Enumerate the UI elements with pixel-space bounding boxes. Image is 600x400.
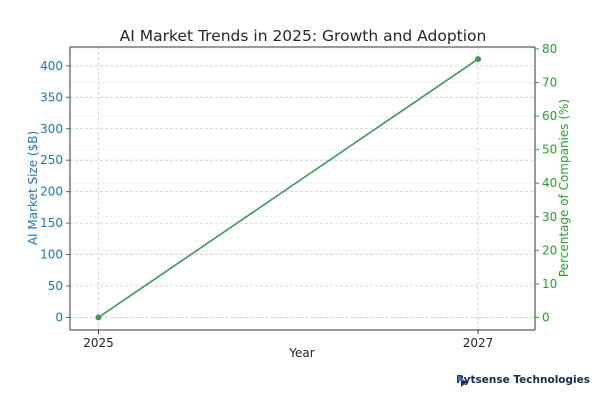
y-axis-right-label: Percentage of Companies (%) <box>557 99 571 277</box>
y-left-tick-label: 350 <box>40 90 63 104</box>
y-right-tick-label: 10 <box>542 277 557 291</box>
y-left-tick-label: 250 <box>40 153 63 167</box>
y-left-tick-label: 400 <box>40 59 63 73</box>
y-right-tick-label: 50 <box>542 143 557 157</box>
y-right-tick-label: 40 <box>542 176 557 190</box>
y-left-tick-label: 150 <box>40 216 63 230</box>
brand-name: Rytsense Technologies <box>456 374 590 386</box>
series-point <box>475 56 482 63</box>
y-right-tick-label: 30 <box>542 210 557 224</box>
y-axis-left-label: AI Market Size ($B) <box>26 131 40 245</box>
x-tick-label: 2027 <box>463 336 494 350</box>
series-point <box>95 314 102 321</box>
y-right-tick-label: 60 <box>542 109 557 123</box>
grid <box>70 47 535 330</box>
y-left-tick-label: 100 <box>40 248 63 262</box>
y-left-tick-label: 0 <box>55 310 63 324</box>
series-group <box>95 56 482 321</box>
rytsense-logo-icon <box>458 375 469 387</box>
y-right-tick-label: 70 <box>542 76 557 90</box>
x-axis-label: Year <box>288 346 314 360</box>
ticks: 0 50 100 150 200 250 300 350 400 0 10 20 30 40 50 60 70 8… <box>40 42 557 350</box>
axes <box>69 46 536 331</box>
x-tick-label: 2025 <box>83 336 114 350</box>
brand: Rytsense Technologies <box>456 374 590 387</box>
series-line <box>98 58 479 319</box>
y-right-tick-label: 20 <box>542 243 557 257</box>
chart-title: AI Market Trends in 2025: Growth and Ado… <box>120 27 487 45</box>
y-left-tick-label: 300 <box>40 122 63 136</box>
y-left-tick-label: 200 <box>40 185 63 199</box>
y-left-tick-label: 50 <box>48 279 63 293</box>
y-right-tick-label: 80 <box>542 42 557 56</box>
y-right-tick-label: 0 <box>542 310 550 324</box>
